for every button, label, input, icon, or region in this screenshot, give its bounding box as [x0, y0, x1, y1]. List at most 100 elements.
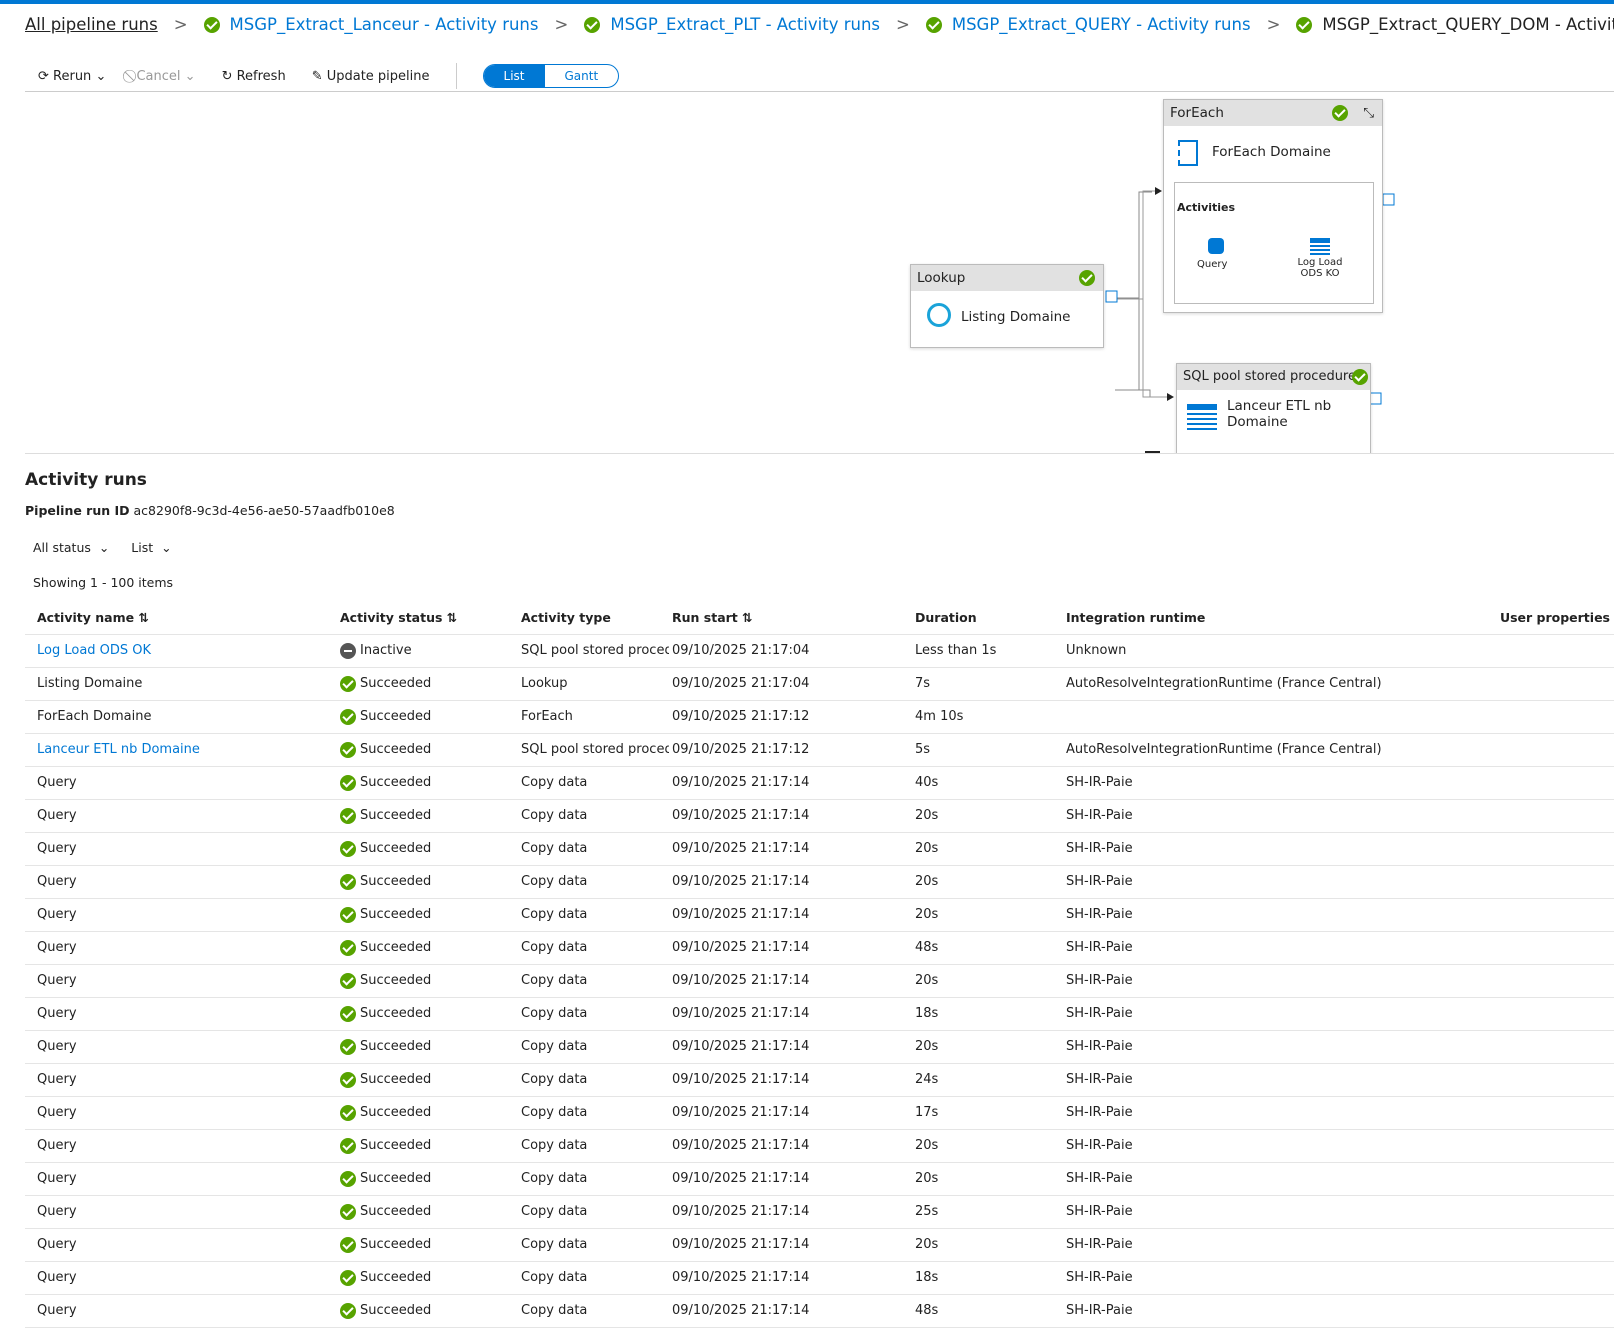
cell-runtime: SH-IR-Paie — [1066, 973, 1133, 988]
rerun-button[interactable]: ⟳ Rerun ⌄ — [38, 68, 107, 84]
list-toggle[interactable]: List — [483, 65, 545, 87]
refresh-button[interactable]: ↻ Refresh — [221, 68, 286, 84]
cell-runtime: AutoResolveIntegrationRuntime (France Ce… — [1066, 742, 1382, 757]
cell-start: 09/10/2025 21:17:14 — [672, 1072, 810, 1087]
cell-start: 09/10/2025 21:17:14 — [672, 1237, 810, 1252]
cell-name: Listing Domaine — [37, 676, 143, 691]
node-name: Listing Domaine — [961, 309, 1071, 325]
cell-type: Copy data — [521, 907, 588, 922]
table-row: Query Succeeded Copy data 09/10/2025 21:17:… — [25, 1229, 1614, 1262]
cell-runtime: SH-IR-Paie — [1066, 940, 1133, 955]
cell-name: Query — [37, 1138, 77, 1153]
cell-start: 09/10/2025 21:17:14 — [672, 973, 810, 988]
status-icon — [340, 932, 356, 964]
status-icon — [340, 1196, 356, 1228]
label: Cancel — [136, 68, 181, 84]
cell-type: Copy data — [521, 1138, 588, 1153]
cell-status: Succeeded — [360, 1270, 432, 1285]
node-name: ForEach Domaine — [1212, 144, 1331, 160]
status-icon — [340, 734, 356, 766]
cell-status: Succeeded — [360, 874, 432, 889]
cell-name: Query — [37, 907, 77, 922]
cell-type: Copy data — [521, 1270, 588, 1285]
status-filter[interactable]: All status ⌄ — [33, 540, 110, 555]
table-row: Query Succeeded Copy data 09/10/2025 21:17:… — [25, 1031, 1614, 1064]
status-icon — [340, 965, 356, 997]
cell-status: Inactive — [360, 643, 412, 658]
cell-name: Query — [37, 1072, 77, 1087]
cell-duration: 20s — [915, 973, 939, 988]
cell-status: Succeeded — [360, 1204, 432, 1219]
inner-activity: Query — [1197, 259, 1228, 270]
breadcrumb-link[interactable]: All pipeline runs — [25, 15, 158, 34]
table-row: Query Succeeded Copy data 09/10/2025 21:17:… — [25, 899, 1614, 932]
cell-duration: 20s — [915, 1039, 939, 1054]
cell-name: Query — [37, 874, 77, 889]
breadcrumb-link[interactable]: MSGP_Extract_Lanceur - Activity runs — [229, 15, 539, 34]
filters: All status ⌄ List ⌄ — [33, 540, 172, 555]
breadcrumb-link[interactable]: MSGP_Extract_QUERY - Activity runs — [951, 15, 1251, 34]
cell-runtime: SH-IR-Paie — [1066, 907, 1133, 922]
table-row: Query Succeeded Copy data 09/10/2025 21:17:… — [25, 1295, 1614, 1328]
item-count: Showing 1 - 100 items — [33, 575, 174, 590]
cell-duration: 48s — [915, 940, 939, 955]
cell-duration: 17s — [915, 1105, 939, 1120]
activities-label: Activities — [1177, 201, 1236, 214]
cell-name: Query — [37, 973, 77, 988]
table-row: Query Succeeded Copy data 09/10/2025 21:17:… — [25, 1163, 1614, 1196]
status-icon — [340, 800, 356, 832]
breadcrumb-link[interactable]: MSGP_Extract_PLT - Activity runs — [610, 15, 881, 34]
cell-type: ForEach — [521, 709, 573, 724]
cell-type: Copy data — [521, 1072, 588, 1087]
status-icon — [340, 701, 356, 733]
breadcrumb-current: MSGP_Extract_QUERY_DOM - Activity runs — [1322, 15, 1614, 34]
cell-duration: 20s — [915, 1138, 939, 1153]
cell-start: 09/10/2025 21:17:14 — [672, 1006, 810, 1021]
cell-runtime: SH-IR-Paie — [1066, 1171, 1133, 1186]
cell-type: Copy data — [521, 874, 588, 889]
table-row: Query Succeeded Copy data 09/10/2025 21:17:… — [25, 1196, 1614, 1229]
cell-status: Succeeded — [360, 676, 432, 691]
connectors — [1105, 187, 1395, 453]
cell-start: 09/10/2025 21:17:14 — [672, 841, 810, 856]
status-icon — [340, 1130, 356, 1162]
status-icon — [340, 1097, 356, 1129]
activity-link[interactable]: Lanceur ETL nb Domaine — [37, 742, 200, 757]
node-type: ForEach — [1170, 105, 1224, 121]
cell-start: 09/10/2025 21:17:04 — [672, 676, 810, 691]
table-row: Query Succeeded Copy data 09/10/2025 21:17:… — [25, 1097, 1614, 1130]
cell-start: 09/10/2025 21:17:14 — [672, 874, 810, 889]
cell-start: 09/10/2025 21:17:14 — [672, 808, 810, 823]
run-id-label: Pipeline run ID — [25, 503, 130, 518]
cell-type: Copy data — [521, 1237, 588, 1252]
label: Update pipeline — [326, 68, 430, 84]
cell-status: Succeeded — [360, 940, 432, 955]
sql-node[interactable]: SQL pool stored procedure Lanceur ETL nb… — [1176, 363, 1371, 453]
cell-status: Succeeded — [360, 1138, 432, 1153]
table-row: Query Succeeded Copy data 09/10/2025 21:17:… — [25, 866, 1614, 899]
gantt-toggle[interactable]: Gantt — [564, 69, 599, 83]
cell-runtime: SH-IR-Paie — [1066, 1270, 1133, 1285]
cell-name: Query — [37, 1006, 77, 1021]
column-header: Activity status ⇅ — [340, 610, 458, 625]
cell-status: Succeeded — [360, 1303, 432, 1318]
status-icon — [340, 899, 356, 931]
view-filter[interactable]: List ⌄ — [131, 540, 172, 555]
label: Rerun — [53, 68, 92, 84]
lookup-node[interactable]: Lookup Listing Domaine — [910, 264, 1104, 348]
foreach-node[interactable]: ForEach ⤡ ForEach Domaine Activities Quer… — [1163, 99, 1383, 313]
cell-status: Succeeded — [360, 1039, 432, 1054]
table-row: Query Succeeded Copy data 09/10/2025 21:17:… — [25, 1130, 1614, 1163]
update-button[interactable]: ✎ Update pipeline — [311, 68, 430, 84]
activity-link[interactable]: Log Load ODS OK — [37, 643, 152, 658]
cell-name: Query — [37, 808, 77, 823]
cell-runtime: SH-IR-Paie — [1066, 1303, 1133, 1318]
cell-name: Query — [37, 1303, 77, 1318]
label: List — [131, 540, 154, 555]
cell-status: Succeeded — [360, 808, 432, 823]
cell-duration: 5s — [915, 742, 931, 757]
table-row: Query Succeeded Copy data 09/10/2025 21:17:… — [25, 833, 1614, 866]
cell-type: Copy data — [521, 1303, 588, 1318]
cell-status: Succeeded — [360, 841, 432, 856]
cell-duration: 18s — [915, 1006, 939, 1021]
